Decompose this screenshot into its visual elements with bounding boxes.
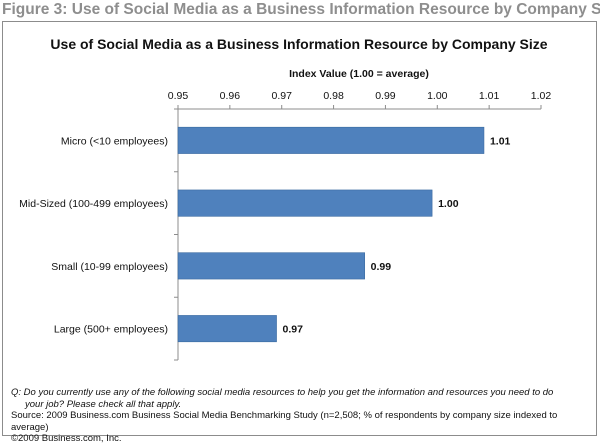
bar: [177, 189, 433, 217]
x-tick-label: 1.01: [479, 90, 500, 102]
chart-title: Use of Social Media as a Business Inform…: [50, 36, 547, 52]
data-label: 0.99: [371, 261, 392, 273]
x-tick-label: 0.98: [323, 90, 344, 102]
x-tick-label: 0.96: [220, 90, 241, 102]
x-axis-title: Index Value (1.00 = average): [289, 68, 429, 80]
x-tick-label: 1.02: [531, 90, 552, 102]
survey-question-line-2: your job? Please check all that apply.: [25, 398, 182, 410]
category-label: Mid-Sized (100-499 employees): [19, 198, 168, 210]
x-tick-label: 0.95: [168, 90, 189, 102]
x-tick-label: 0.99: [375, 90, 396, 102]
chart-frame: Use of Social Media as a Business Inform…: [2, 21, 597, 444]
x-tick-label: 0.97: [271, 90, 292, 102]
x-tick-label: 1.00: [427, 90, 448, 102]
bar: [177, 252, 365, 280]
bar-chart: Use of Social Media as a Business Inform…: [19, 36, 552, 361]
source-note: Source: 2009 Business.com Business Socia…: [11, 410, 558, 433]
bar: [177, 126, 485, 154]
bar-series: Micro (<10 employees) 1.01 Mid-Sized (100-…: [19, 126, 511, 343]
category-label: Large (500+ employees): [54, 324, 168, 336]
data-label: 0.97: [283, 324, 304, 336]
data-label: 1.01: [490, 135, 511, 147]
category-label: Micro (<10 employees): [61, 135, 168, 147]
chart-footnotes: Q: Do you currently use any of the follo…: [11, 387, 595, 445]
figure-heading: Figure 3: Use of Social Media as a Busin…: [2, 1, 600, 18]
category-label: Small (10-99 employees): [51, 261, 168, 273]
data-label: 1.00: [438, 198, 459, 210]
copyright-note: ©2009 Business.com, Inc.: [11, 433, 122, 445]
survey-question-line-1: Q: Do you currently use any of the follo…: [11, 387, 554, 398]
bar: [177, 315, 277, 343]
